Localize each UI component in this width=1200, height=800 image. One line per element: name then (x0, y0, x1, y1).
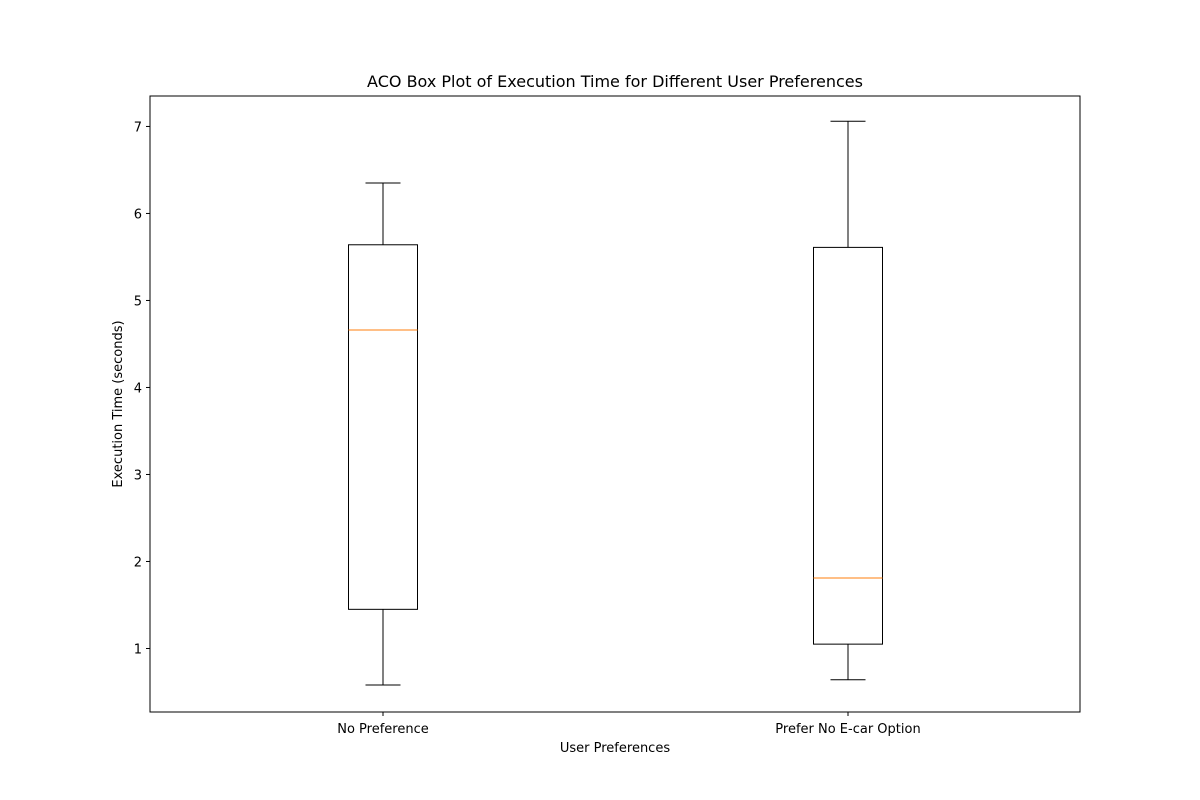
x-axis-ticks: No Preference Prefer No E-car Option (337, 712, 921, 737)
plot-area-frame (149, 95, 1081, 713)
chart-title: ACO Box Plot of Execution Time for Diffe… (367, 72, 863, 91)
y-tick-label: 1 (134, 642, 142, 657)
x-axis-label: User Preferences (560, 741, 670, 756)
y-tick-label: 7 (134, 120, 142, 135)
y-tick-label: 4 (134, 381, 142, 396)
y-axis-label: Execution Time (seconds) (111, 320, 126, 487)
y-axis-ticks: 1 2 3 4 5 6 7 (134, 120, 150, 657)
x-tick-label: Prefer No E-car Option (775, 722, 920, 737)
x-tick-label: No Preference (337, 722, 429, 737)
boxes-layer (348, 120, 883, 686)
y-tick-label: 2 (134, 555, 142, 570)
y-tick-label: 3 (134, 468, 142, 483)
box-1 (813, 120, 883, 681)
y-tick-label: 5 (134, 294, 142, 309)
iqr-box (348, 244, 418, 610)
box-0 (348, 182, 418, 686)
iqr-box (813, 246, 883, 645)
y-tick-label: 6 (134, 207, 142, 222)
